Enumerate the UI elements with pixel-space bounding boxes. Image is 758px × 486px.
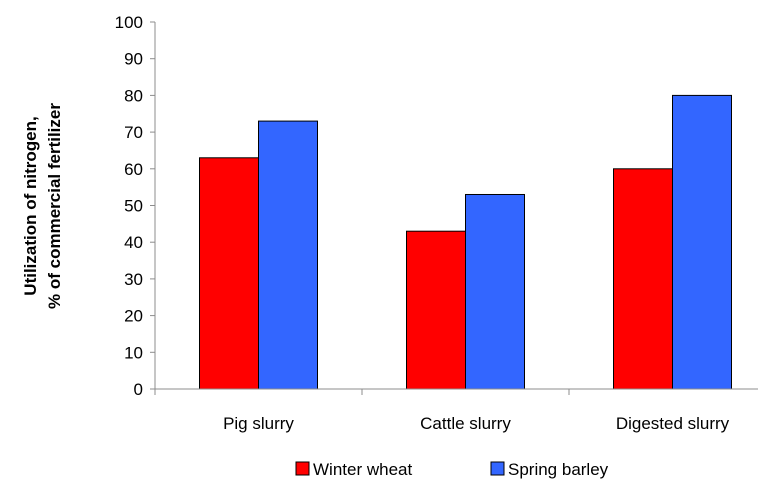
bar-winter-wheat-digested-slurry: [613, 168, 673, 390]
x-tick-label: Digested slurry: [616, 414, 730, 433]
y-tick-label: 0: [134, 380, 143, 399]
legend: Winter wheat Spring barley: [295, 460, 609, 479]
y-tick-label: 60: [124, 160, 143, 179]
y-tick-label: 80: [124, 86, 143, 105]
bar-spring-barley-cattle-slurry: [465, 193, 525, 390]
y-axis-title: Utilization of nitrogen, % of commercial …: [21, 103, 64, 309]
legend-label-winter-wheat: Winter wheat: [313, 460, 412, 479]
bar-winter-wheat-pig-slurry: [199, 157, 259, 390]
legend-swatch-winter-wheat: [295, 461, 310, 476]
x-tick-label: Cattle slurry: [420, 414, 511, 433]
bars: [199, 94, 732, 390]
y-tick-label: 30: [124, 270, 143, 289]
tick-labels: 0 10 20 30 40 50 60 70 80 90 100 Pig slurry Cattle s…: [115, 13, 730, 433]
x-tick-label: Pig slurry: [223, 414, 294, 433]
y-axis-title-line: Utilization of nitrogen,: [21, 116, 40, 295]
y-tick-label: 50: [124, 197, 143, 216]
y-tick-label: 40: [124, 233, 143, 252]
y-axis-title-line: % of commercial fertilizer: [45, 103, 64, 309]
bar-spring-barley-digested-slurry: [672, 94, 732, 390]
y-tick-label: 100: [115, 13, 143, 32]
y-tick-label: 10: [124, 343, 143, 362]
y-tick-label: 90: [124, 50, 143, 69]
legend-label-spring-barley: Spring barley: [508, 460, 609, 479]
y-tick-label: 70: [124, 123, 143, 142]
y-tick-label: 20: [124, 307, 143, 326]
legend-swatch-spring-barley: [490, 461, 505, 476]
bar-winter-wheat-cattle-slurry: [406, 230, 466, 390]
y-axis-label: Utilization of nitrogen, % of commercial …: [21, 103, 64, 309]
axes: [150, 21, 758, 395]
bar-spring-barley-pig-slurry: [258, 120, 318, 390]
